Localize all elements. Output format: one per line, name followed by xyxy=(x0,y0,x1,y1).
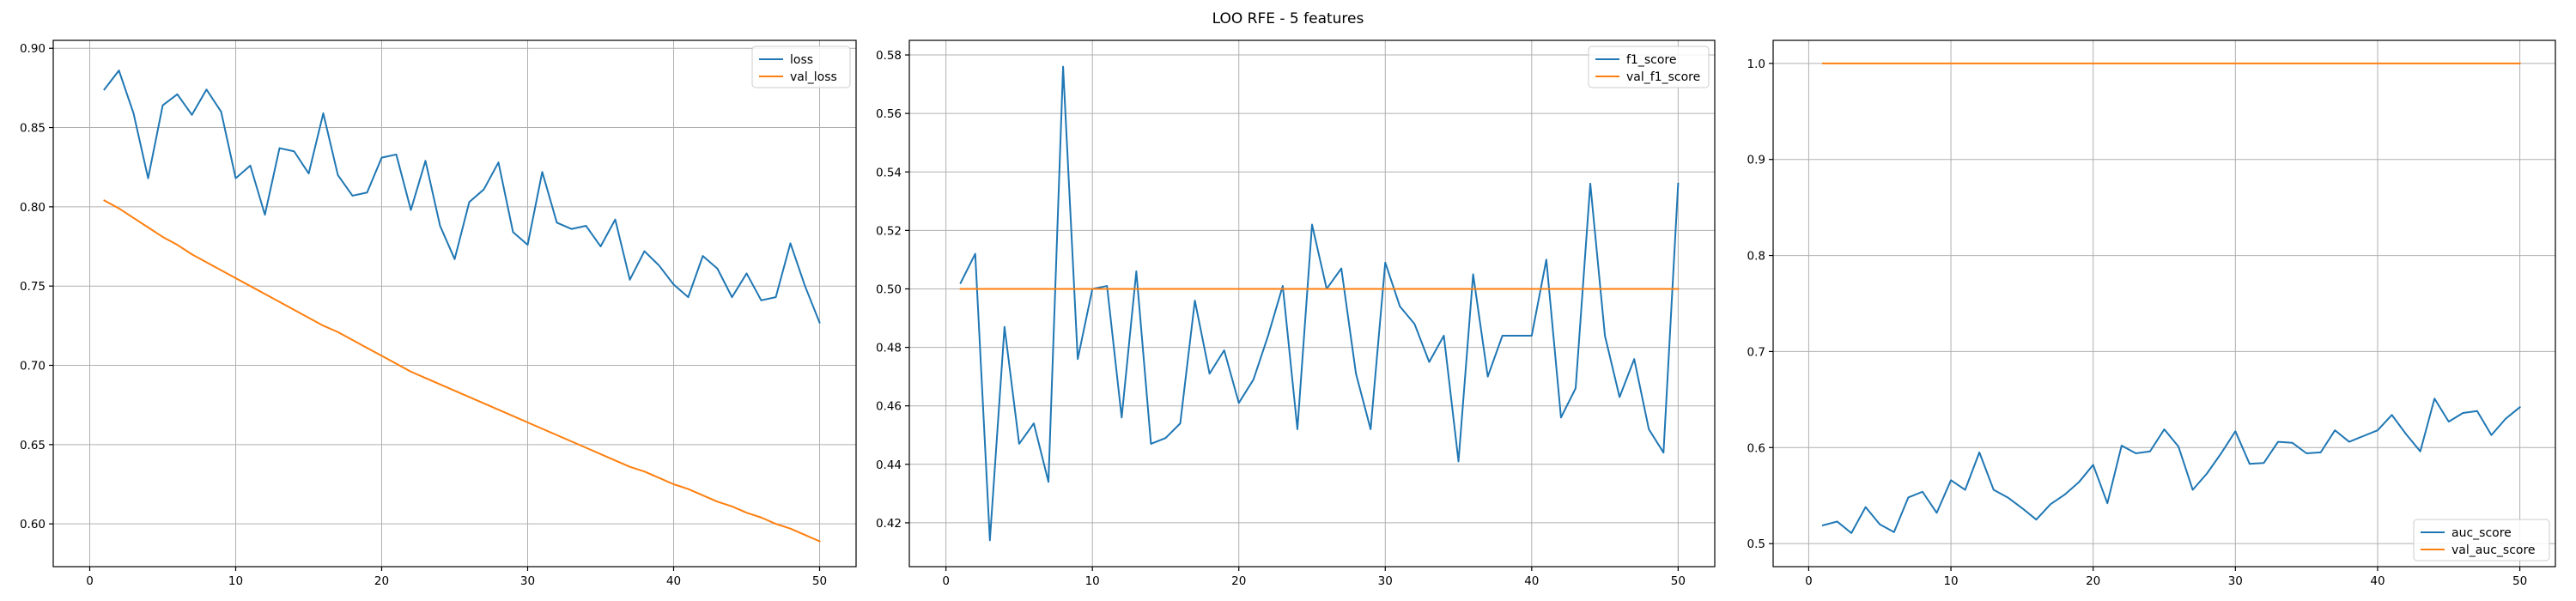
series-line-f1-score xyxy=(959,65,1680,542)
x-tick-label: 20 xyxy=(374,574,389,588)
y-tick-label: 0.9 xyxy=(1747,154,1765,167)
y-tick-label: 0.46 xyxy=(876,400,902,414)
y-tick-label: 0.56 xyxy=(876,107,902,121)
x-tick-label: 50 xyxy=(1671,574,1686,588)
figure-title: LOO RFE - 5 features xyxy=(1212,10,1364,27)
y-tick-label: 1.0 xyxy=(1747,58,1765,71)
y-tick-label: 0.52 xyxy=(876,224,902,238)
legend-label: auc_score xyxy=(2451,526,2512,540)
x-tick-label: 50 xyxy=(812,574,827,588)
x-tick-label: 30 xyxy=(520,574,535,588)
y-tick-label: 0.85 xyxy=(20,122,46,136)
x-tick-label: 0 xyxy=(86,574,94,588)
series-line-loss xyxy=(103,70,821,324)
y-tick-label: 0.50 xyxy=(876,282,902,296)
chart-panel-3: 0 10 20 30 40 50 0.5 0.6 0.7 0.8 0.9 1.0 auc_scoreva… xyxy=(1747,39,2556,588)
x-tick-label: 30 xyxy=(2228,574,2243,588)
axes-frame xyxy=(908,39,1716,568)
legend-label: val_f1_score xyxy=(1626,70,1700,84)
x-tick-label: 0 xyxy=(1805,574,1813,588)
legend: auc_score val_auc_score xyxy=(2413,519,2550,562)
legend-box xyxy=(2413,519,2550,562)
legend-label: val_loss xyxy=(790,70,837,84)
x-tick-label: 40 xyxy=(666,574,681,588)
y-tick-label: 0.58 xyxy=(876,49,902,63)
chart-panel-2: 0 10 20 30 40 50 0.42 0.44 0.46 0.48 0.50 0.52 0.54 0… xyxy=(876,39,1716,588)
x-tick-label: 50 xyxy=(2512,574,2527,588)
axes-frame xyxy=(1772,39,2556,568)
charts-container: 0 10 20 30 40 500.600.650.700.750.800.850.90l… xyxy=(20,39,2556,588)
x-tick-label: 40 xyxy=(2370,574,2385,588)
legend-label: val_auc_score xyxy=(2451,543,2536,557)
plot-area xyxy=(1773,40,2555,567)
y-tick-label: 0.42 xyxy=(876,517,902,531)
x-tick-label: 0 xyxy=(942,574,950,588)
y-tick-label: 0.7 xyxy=(1747,345,1765,359)
y-tick-label: 0.90 xyxy=(20,42,46,56)
y-tick-label: 0.70 xyxy=(20,360,46,373)
y-tick-label: 0.6 xyxy=(1747,441,1765,455)
y-tick-label: 0.80 xyxy=(20,201,46,215)
series-line-auc-score xyxy=(1821,398,2521,534)
legend-label: f1_score xyxy=(1626,53,1676,67)
plot-area xyxy=(909,40,1715,567)
series-line-val-loss xyxy=(103,199,821,543)
x-tick-label: 30 xyxy=(1378,574,1393,588)
y-tick-label: 0.8 xyxy=(1747,250,1765,264)
chart-panel-1: 0 10 20 30 40 50 0.60 0.65 0.70 0.75 0.80 0.85 0.90 l… xyxy=(20,39,857,588)
axes-frame xyxy=(52,39,857,568)
y-tick-label: 0.65 xyxy=(20,439,46,452)
legend: loss val_loss xyxy=(751,46,851,88)
y-tick-label: 0.75 xyxy=(20,280,46,294)
plot-area xyxy=(53,40,856,567)
y-tick-label: 0.44 xyxy=(876,458,902,472)
x-tick-label: 10 xyxy=(1085,574,1100,588)
x-tick-label: 20 xyxy=(2086,574,2100,588)
y-tick-label: 0.60 xyxy=(20,518,46,531)
legend-label: loss xyxy=(790,53,813,67)
x-tick-label: 10 xyxy=(1943,574,1958,588)
y-tick-label: 0.54 xyxy=(876,166,902,179)
x-tick-label: 40 xyxy=(1524,574,1539,588)
y-tick-label: 0.5 xyxy=(1747,537,1765,551)
x-tick-label: 10 xyxy=(228,574,243,588)
y-tick-label: 0.48 xyxy=(876,342,902,355)
x-tick-label: 20 xyxy=(1231,574,1246,588)
legend: f1_score val_f1_score xyxy=(1588,46,1710,88)
